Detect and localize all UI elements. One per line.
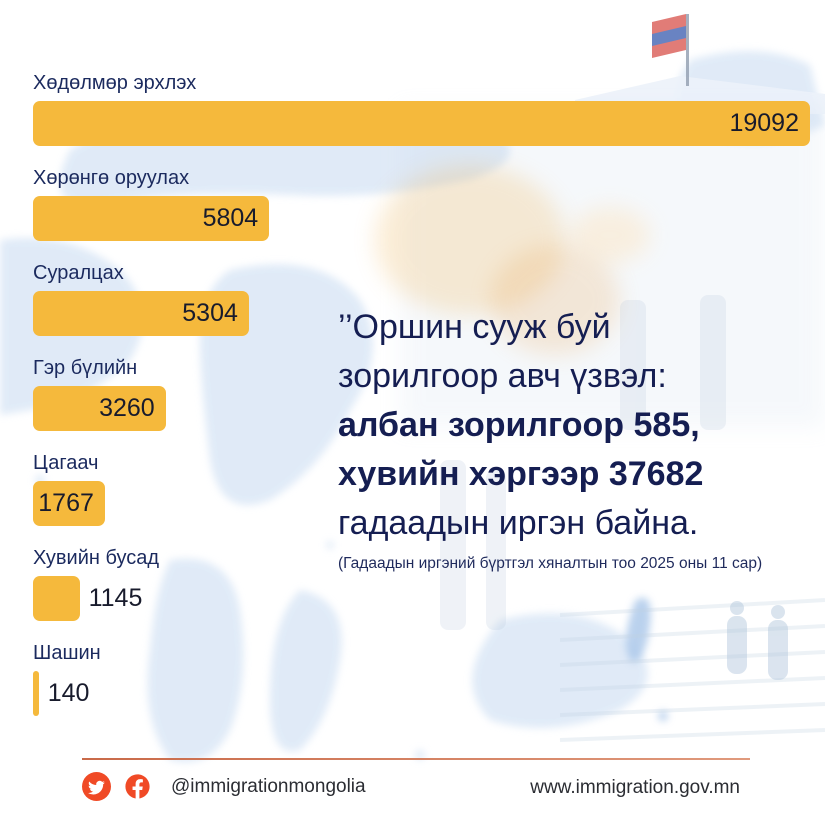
- bar-religion: 140: [33, 671, 89, 716]
- social-links: @immigrationmongolia: [82, 772, 366, 801]
- bar-label-private-other: Хувийн бусад: [33, 547, 160, 569]
- bar-label-religion: Шашин: [33, 642, 101, 664]
- quote-footnote: (Гадаадын иргэний бүртгэл хяналтын тоо 2…: [338, 555, 763, 572]
- facebook-icon[interactable]: [123, 772, 152, 801]
- website-url[interactable]: www.immigration.gov.mn: [530, 777, 740, 798]
- bar-value-religion: 140: [47, 679, 90, 707]
- bar-value-study: 5304: [182, 299, 238, 327]
- quote-line-1: ’’Оршин сууж буй: [338, 308, 611, 346]
- quote-line-3: албан зорилгоор 585,: [338, 406, 700, 444]
- quote-line-4: хувийн хэргээр 37682: [338, 455, 704, 493]
- bar-label-study: Суралцах: [33, 262, 124, 284]
- bar-value-employment: 19092: [729, 109, 799, 137]
- bar-label-investment: Хөрөнгө оруулах: [33, 167, 190, 189]
- bar-row-religion: Шашин 140: [33, 640, 810, 716]
- bar-immigrant: 1767: [33, 481, 105, 526]
- social-handle[interactable]: @immigrationmongolia: [171, 775, 366, 797]
- bar-investment: 5804: [33, 196, 270, 241]
- bar-label-immigrant: Цагаач: [33, 452, 99, 474]
- bar-row-family: Гэр бүлийн 3260: [33, 355, 810, 431]
- bar-label-family: Гэр бүлийн: [33, 357, 138, 379]
- bar-row-employment: Хөдөлмөр эрхлэх 19092: [33, 70, 810, 146]
- bar-row-private-other: Хувийн бусад 1145: [33, 545, 810, 621]
- bar-value-family: 3260: [99, 394, 155, 422]
- twitter-icon[interactable]: [82, 772, 111, 801]
- bar-row-investment: Хөрөнгө оруулах 5804: [33, 165, 810, 241]
- bar-family: 3260: [33, 386, 166, 431]
- bar-row-immigrant: Цагаач 1767: [33, 450, 810, 526]
- bar-value-immigrant: 1767: [38, 489, 94, 517]
- quote-block: ’’Оршин сууж буй зорилгоор авч үзвэл: ал…: [338, 303, 798, 574]
- bar-chart: Хөдөлмөр эрхлэх 19092 Хөрөнгө оруулах 58…: [33, 70, 810, 716]
- bar-label-employment: Хөдөлмөр эрхлэх: [33, 72, 197, 94]
- bar-employment: 19092: [33, 101, 810, 146]
- footer-divider: [82, 758, 750, 760]
- bar-private-other: 1145: [33, 576, 142, 621]
- bar-value-investment: 5804: [202, 204, 259, 232]
- bar-study: 5304: [33, 291, 249, 336]
- bar-row-study: Суралцах 5304: [33, 260, 810, 336]
- quote-line-5: гадаадын иргэн байна.: [338, 504, 699, 542]
- quote-line-2: зорилгоор авч үзвэл:: [338, 357, 667, 395]
- bar-value-private-other: 1145: [88, 584, 143, 612]
